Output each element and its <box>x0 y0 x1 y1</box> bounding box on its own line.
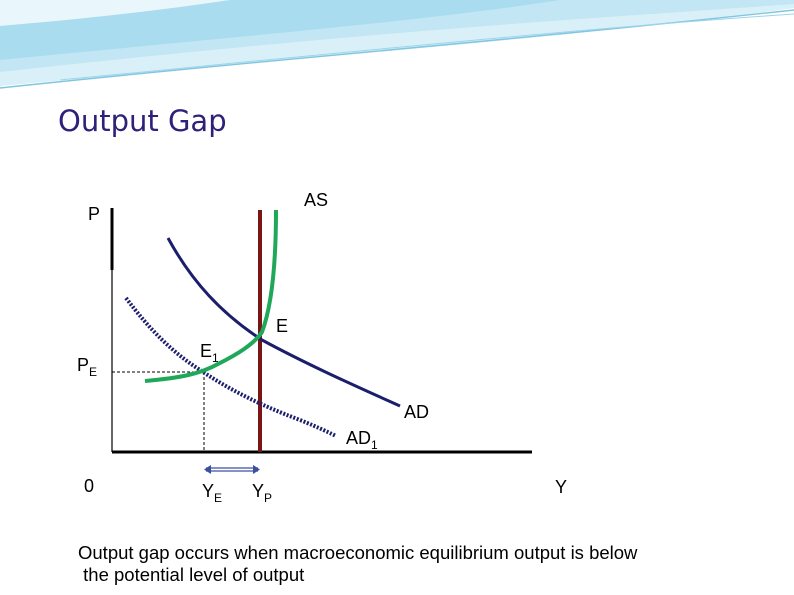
slide-title: Output Gap <box>58 104 227 138</box>
slide-caption: Output gap occurs when macroeconomic equ… <box>78 542 778 586</box>
as-curve-label: AS <box>304 190 328 210</box>
caption-line-2: the potential level of output <box>78 564 305 585</box>
equilibrium-e1-label: E1 <box>200 341 219 365</box>
ad-curve-label: AD <box>404 402 429 422</box>
equilibrium-e-label: E <box>276 316 288 336</box>
output-axis-label: Y <box>555 477 567 497</box>
pe-label: PE <box>77 355 97 379</box>
as-curve <box>144 209 278 383</box>
price-axis-label: P <box>88 204 100 224</box>
yp-label: YP <box>252 481 272 505</box>
ad-curve <box>166 237 401 408</box>
origin-label: 0 <box>84 476 94 496</box>
header-decoration <box>0 0 794 89</box>
output-gap-arrow <box>204 465 260 474</box>
ye-label: YE <box>202 481 222 505</box>
caption-line-1: Output gap occurs when macroeconomic equ… <box>78 542 638 563</box>
ad1-curve <box>124 296 337 438</box>
ad1-curve-label: AD1 <box>346 428 378 452</box>
